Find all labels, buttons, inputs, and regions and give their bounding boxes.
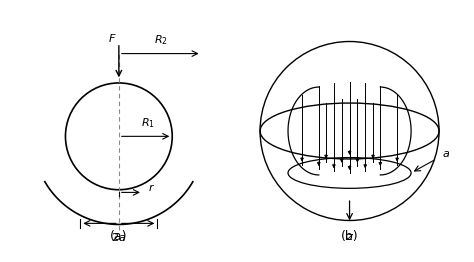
Text: $z$: $z$ xyxy=(346,232,354,242)
Text: $a$: $a$ xyxy=(442,150,450,160)
Text: $F$: $F$ xyxy=(108,31,116,43)
Text: $R_1$: $R_1$ xyxy=(141,116,155,130)
Text: $R_2$: $R_2$ xyxy=(154,33,167,47)
Text: (a): (a) xyxy=(110,230,128,243)
Text: $2a$: $2a$ xyxy=(111,231,127,243)
Text: (b): (b) xyxy=(341,230,358,243)
Text: $r$: $r$ xyxy=(148,182,155,193)
